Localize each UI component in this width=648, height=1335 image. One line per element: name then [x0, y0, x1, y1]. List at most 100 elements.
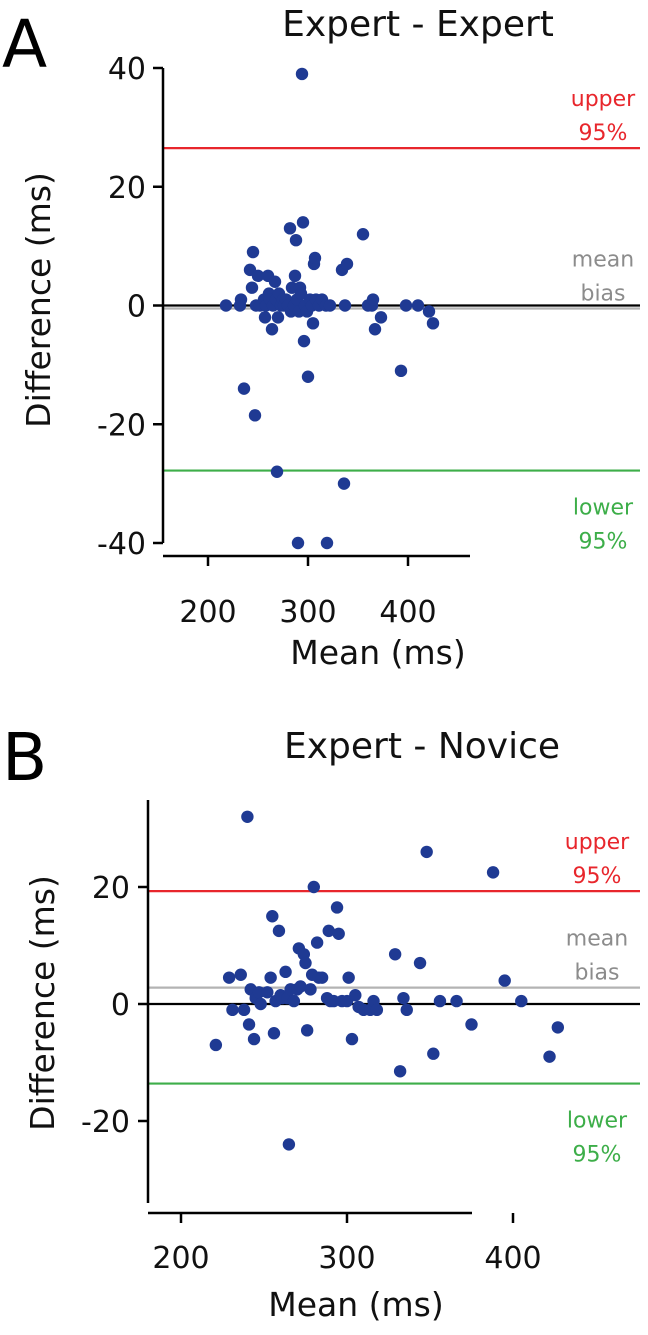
panel-a-data-point — [251, 269, 265, 283]
panel-a-y-ticks: -40 -20 0 20 40 — [97, 52, 163, 562]
panel-a-y-tick-label: 40 — [108, 52, 146, 87]
panel-a-title: Expert - Expert — [282, 4, 554, 45]
panel-b-data-point — [397, 991, 410, 1005]
panel-b-data-point — [304, 983, 317, 996]
panel-a-data-point — [291, 536, 305, 550]
panel-b-data-point — [465, 1018, 478, 1031]
panel-a-upper-95-label-1: upper — [571, 87, 636, 112]
panel-a-y-tick-label: 0 — [127, 290, 146, 325]
panel-a-data-point — [306, 317, 320, 330]
panel-b-data-point — [247, 1032, 261, 1046]
panel-a-points — [219, 67, 440, 550]
panel-b-data-point — [222, 971, 236, 984]
panel-a-y-axis-label: Difference (ms) — [19, 172, 58, 428]
panel-b-points — [209, 810, 565, 1151]
panel-a-data-point — [366, 293, 380, 306]
panel-b-x-tick-label: 300 — [318, 1241, 375, 1276]
panel-a-data-point — [288, 269, 302, 283]
panel-a-y-tick-label: -40 — [97, 527, 146, 562]
panel-b-data-point — [450, 994, 463, 1008]
panel-b-data-point — [287, 994, 301, 1008]
panel-b-mean-bias-label-1: mean — [566, 927, 628, 952]
panel-a-data-point — [374, 311, 388, 324]
panel-b-x-axis-label: Mean (ms) — [268, 1285, 444, 1324]
panel-a-data-point — [234, 293, 248, 306]
panel-b-data-point — [413, 956, 427, 970]
panel-a-data-point — [283, 222, 297, 235]
panel-a-x-ticks: 200 300 400 — [179, 556, 437, 630]
panel-b-y-tick-label: -20 — [81, 1105, 130, 1140]
panel-b-data-point — [307, 880, 320, 894]
panel-a-y-tick-label: -20 — [97, 408, 146, 443]
panel-a-data-point — [399, 299, 413, 312]
panel-b-data-point — [209, 1038, 223, 1052]
panel-b-data-point — [349, 989, 362, 1002]
panel-a-data-point — [308, 251, 322, 265]
panel-b-data-point — [237, 1003, 251, 1017]
panel-a-data-point — [296, 216, 310, 229]
panel-b-y-tick-label: 20 — [92, 871, 130, 906]
panel-b-data-point — [330, 901, 344, 914]
panel-a-x-tick-label: 400 — [379, 595, 436, 630]
panel-a-y-tick-label: 20 — [108, 171, 146, 206]
panel-b-data-point — [315, 971, 329, 984]
panel-b-data-point — [254, 997, 267, 1011]
panel-a-data-point — [258, 311, 272, 324]
panel-b-data-point — [234, 968, 247, 981]
panel-b-data-point — [282, 1138, 296, 1151]
panel-a-data-point — [245, 281, 259, 294]
panel-b-lower-95-label-1: lower — [567, 1109, 628, 1134]
panel-a-data-point — [338, 299, 352, 312]
panel-b-x-tick-label: 200 — [152, 1241, 209, 1276]
panel-a-data-point — [270, 465, 284, 478]
panel-a-lower-95-label-2: 95% — [579, 530, 628, 555]
panel-b-data-point — [266, 910, 279, 923]
panel-b-data-point — [370, 1003, 384, 1017]
panel-b-mean-bias-label-2: bias — [574, 961, 619, 986]
panel-b-data-point — [420, 845, 433, 859]
panel-b-reference-lines — [148, 889, 640, 1085]
panel-a-x-axis-label: Mean (ms) — [290, 633, 466, 672]
panel-b-data-point — [294, 980, 307, 993]
panel-b-data-point — [498, 974, 511, 987]
panel-a-data-point — [323, 299, 337, 312]
panel-b-data-point — [515, 994, 528, 1008]
panel-b-y-tick-label: 0 — [111, 988, 130, 1023]
panel-b-letter: B — [2, 719, 47, 796]
panel-a-data-point — [271, 311, 285, 324]
panel-b-data-point — [400, 1003, 413, 1017]
panel-b-data-point — [427, 1047, 440, 1060]
panel-b-data-point — [388, 948, 402, 961]
panel-b-data-point — [332, 927, 345, 940]
panel-a-data-point — [237, 382, 251, 395]
panel-b-y-axis-label: Difference (ms) — [23, 875, 62, 1131]
panel-b: B Expert - Novice -20 0 20 200 300 400 Mean … — [2, 719, 640, 1324]
panel-b-data-point — [279, 965, 292, 979]
panel-b-data-point — [486, 866, 500, 879]
panel-b-y-ticks: -20 0 20 — [81, 871, 148, 1140]
panel-a-data-point — [301, 370, 315, 383]
panel-a-mean-bias-label-2: bias — [580, 281, 625, 306]
panel-a-data-point — [340, 257, 354, 271]
panel-b-data-point — [264, 971, 277, 984]
panel-b-data-point — [342, 971, 355, 984]
panel-a-data-point — [268, 275, 282, 288]
panel-a-reference-labels: mean bias upper 95% lower 95% — [571, 87, 636, 554]
panel-b-data-point — [242, 1018, 256, 1031]
panel-b-reference-labels: mean bias upper 95% lower 95% — [565, 830, 630, 1167]
panel-a-data-point — [265, 323, 279, 336]
panel-a-data-point — [297, 334, 311, 348]
panel-b-data-point — [543, 1050, 556, 1063]
panel-b-data-point — [345, 1032, 359, 1046]
panel-a-data-point — [320, 536, 334, 550]
panel-a-data-point — [246, 245, 260, 259]
panel-b-data-point — [300, 1024, 314, 1037]
panel-b-title: Expert - Novice — [284, 726, 560, 767]
panel-b-data-point — [551, 1021, 565, 1034]
panel-b-data-point — [322, 924, 335, 938]
panel-b-upper-95-label-1: upper — [565, 830, 630, 855]
panel-a-data-point — [248, 409, 262, 422]
panel-a-lower-95-label-1: lower — [573, 496, 634, 521]
